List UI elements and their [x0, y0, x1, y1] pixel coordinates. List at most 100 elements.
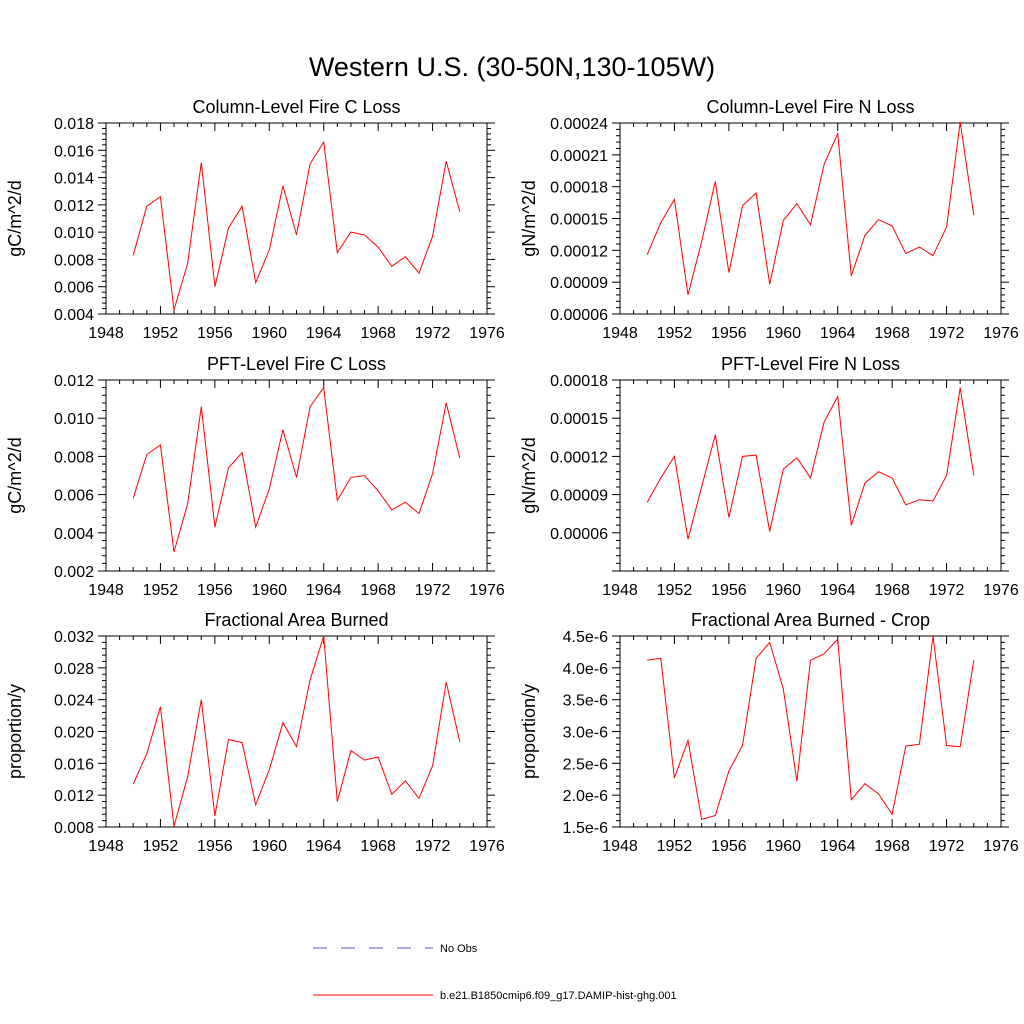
y-tick-label: 0.024: [54, 693, 94, 710]
y-tick-label: 0.010: [54, 225, 94, 242]
series-line: [646, 387, 975, 540]
x-tick-label: 1956: [711, 838, 747, 855]
x-tick-label: 1960: [765, 325, 801, 342]
x-tick-label: 1964: [306, 325, 342, 342]
panel-title: Column-Level Fire N Loss: [706, 97, 914, 117]
y-tick-label: 0.00024: [550, 116, 608, 133]
series-line: [132, 635, 461, 827]
y-axis-label: gC/m^2/d: [5, 437, 25, 513]
panel-2: Column-Level Fire N Loss gN/m^2/d 1948 1952…: [519, 97, 1019, 342]
x-tick-label: 1972: [415, 582, 451, 599]
y-tick-label: 0.00009: [550, 275, 608, 292]
x-tick-label: 1972: [929, 582, 965, 599]
x-tick-label: 1960: [251, 582, 287, 599]
x-tick-label: 1976: [469, 838, 505, 855]
panel-title: PFT-Level Fire N Loss: [721, 354, 900, 374]
x-tick-label: 1952: [657, 325, 693, 342]
panel-title: Fractional Area Burned: [204, 610, 388, 630]
x-tick-label: 1952: [657, 838, 693, 855]
y-tick-label: 0.012: [54, 373, 94, 390]
y-tick-label: 0.020: [54, 725, 94, 742]
figure-title: Western U.S. (30-50N,130-105W): [309, 52, 715, 82]
series-line: [132, 386, 461, 553]
x-tick-label: 1976: [983, 325, 1019, 342]
x-tick-label: 1948: [602, 838, 638, 855]
x-tick-label: 1952: [143, 325, 179, 342]
y-tick-label: 0.00006: [550, 526, 608, 543]
y-tick-label: 0.012: [54, 788, 94, 805]
legend-label: b.e21.B1850cmip6.f09_g17.DAMIP-hist-ghg.…: [440, 990, 677, 1002]
y-tick-label: 4.0e-6: [563, 661, 608, 678]
y-axis-label: proportion/y: [5, 684, 25, 779]
y-tick-label: 0.00009: [550, 488, 608, 505]
x-tick-label: 1960: [251, 325, 287, 342]
x-tick-label: 1948: [88, 838, 124, 855]
x-tick-label: 1960: [765, 838, 801, 855]
y-tick-label: 0.00012: [550, 449, 608, 466]
x-tick-label: 1956: [197, 838, 233, 855]
legend-label: No Obs: [440, 943, 478, 955]
x-tick-label: 1976: [983, 582, 1019, 599]
y-tick-label: 3.5e-6: [563, 693, 608, 710]
y-axis-label: gN/m^2/d: [519, 437, 539, 513]
y-tick-label: 0.00021: [550, 148, 608, 165]
y-tick-label: 0.016: [54, 756, 94, 773]
x-tick-label: 1976: [469, 582, 505, 599]
x-tick-label: 1948: [88, 582, 124, 599]
series-line: [132, 140, 461, 311]
panel-title: Column-Level Fire C Loss: [192, 97, 400, 117]
panels: Column-Level Fire C Loss gC/m^2/d 1948 1952…: [5, 97, 1019, 855]
panel-5: Fractional Area Burned proportion/y 1948 19…: [5, 610, 505, 855]
series-line: [647, 635, 975, 821]
y-tick-label: 0.00006: [550, 307, 608, 324]
y-tick-label: 0.010: [54, 411, 94, 428]
legend: No Obs b.e21.B1850cmip6.f09_g17.DAMIP-his…: [313, 943, 677, 1002]
y-tick-label: 0.006: [54, 488, 94, 505]
y-tick-label: 0.00015: [550, 411, 608, 428]
x-tick-label: 1968: [874, 582, 910, 599]
x-tick-label: 1972: [929, 838, 965, 855]
x-tick-label: 1952: [657, 582, 693, 599]
x-tick-label: 1968: [360, 325, 396, 342]
x-tick-label: 1964: [820, 582, 856, 599]
y-tick-label: 0.018: [54, 116, 94, 133]
x-tick-label: 1956: [197, 582, 233, 599]
x-tick-label: 1964: [820, 325, 856, 342]
x-tick-label: 1956: [711, 325, 747, 342]
y-tick-label: 0.00012: [550, 243, 608, 260]
y-tick-label: 0.008: [54, 449, 94, 466]
x-tick-label: 1948: [602, 325, 638, 342]
y-tick-label: 4.5e-6: [563, 629, 608, 646]
panel-4: PFT-Level Fire N Loss gN/m^2/d 1948 1952 195…: [519, 354, 1019, 599]
x-tick-label: 1972: [415, 838, 451, 855]
y-tick-label: 0.004: [54, 307, 94, 324]
panel-title: Fractional Area Burned - Crop: [691, 610, 930, 630]
x-tick-label: 1976: [983, 838, 1019, 855]
panel-title: PFT-Level Fire C Loss: [207, 354, 386, 374]
y-tick-label: 0.004: [54, 526, 94, 543]
series-line: [646, 121, 975, 296]
y-tick-label: 0.014: [54, 171, 94, 188]
panel-1: Column-Level Fire C Loss gC/m^2/d 1948 1952…: [5, 97, 505, 342]
x-tick-label: 1948: [88, 325, 124, 342]
x-tick-label: 1964: [306, 838, 342, 855]
y-tick-label: 0.008: [54, 252, 94, 269]
y-axis-label: proportion/y: [519, 684, 539, 779]
y-tick-label: 1.5e-6: [563, 820, 608, 837]
panel-3: PFT-Level Fire C Loss gC/m^2/d 1948 1952 195…: [5, 354, 505, 599]
x-tick-label: 1968: [874, 838, 910, 855]
y-tick-label: 0.00018: [550, 180, 608, 197]
y-tick-label: 0.032: [54, 629, 94, 646]
y-tick-label: 0.00015: [550, 212, 608, 229]
x-tick-label: 1964: [306, 582, 342, 599]
x-tick-label: 1972: [415, 325, 451, 342]
y-tick-label: 0.006: [54, 280, 94, 297]
y-tick-label: 2.5e-6: [563, 756, 608, 773]
x-tick-label: 1952: [143, 838, 179, 855]
y-tick-label: 0.002: [54, 564, 94, 581]
y-tick-label: 3.0e-6: [563, 725, 608, 742]
x-tick-label: 1956: [197, 325, 233, 342]
y-tick-label: 0.008: [54, 820, 94, 837]
y-tick-label: 0.028: [54, 661, 94, 678]
